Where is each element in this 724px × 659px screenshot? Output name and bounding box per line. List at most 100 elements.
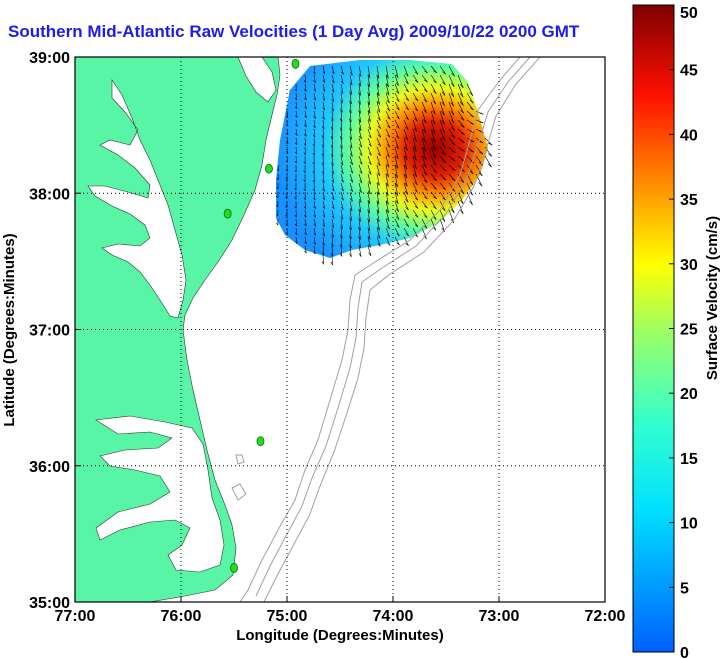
velocity-arrowhead bbox=[469, 91, 474, 96]
velocity-arrow bbox=[466, 173, 474, 186]
velocity-arrowhead bbox=[395, 145, 399, 149]
velocity-arrow bbox=[457, 101, 464, 114]
velocity-arrow bbox=[430, 119, 436, 134]
velocity-arrow bbox=[403, 92, 410, 101]
velocity-arrow bbox=[430, 83, 437, 94]
velocity-arrowhead bbox=[367, 73, 371, 78]
velocity-arrow bbox=[394, 200, 399, 212]
velocity-arrowhead bbox=[423, 109, 427, 113]
velocity-arrow bbox=[322, 128, 324, 139]
velocity-arrow bbox=[322, 164, 325, 175]
velocity-arrow bbox=[439, 119, 445, 133]
velocity-arrowhead bbox=[395, 82, 399, 87]
velocity-arrowhead bbox=[339, 244, 343, 248]
velocity-arrowhead bbox=[331, 179, 335, 183]
velocity-arrowhead bbox=[285, 178, 288, 181]
velocity-arrowhead bbox=[470, 114, 474, 118]
velocity-arrow bbox=[484, 155, 492, 168]
velocity-arrowhead bbox=[450, 119, 455, 124]
velocity-arrowhead bbox=[376, 181, 380, 186]
velocity-arrowhead bbox=[451, 198, 455, 203]
velocity-arrowhead bbox=[451, 150, 456, 153]
velocity-arrowhead bbox=[469, 107, 474, 111]
velocity-arrowhead bbox=[359, 180, 363, 184]
velocity-arrowhead bbox=[340, 235, 343, 239]
velocity-arrow bbox=[421, 83, 428, 93]
velocity-arrow bbox=[322, 200, 326, 209]
velocity-arrow bbox=[358, 92, 361, 105]
velocity-arrow bbox=[331, 218, 335, 228]
colorbar-ticks: 0 5 10 15 20 25 30 35 40 45 50 bbox=[669, 4, 698, 659]
velocity-arrow bbox=[349, 110, 352, 123]
velocity-arrow bbox=[340, 110, 343, 122]
velocity-arrow bbox=[331, 101, 334, 112]
velocity-arrowhead bbox=[303, 170, 306, 174]
velocity-arrowhead bbox=[423, 99, 428, 103]
velocity-arrow bbox=[385, 218, 390, 230]
velocity-arrowhead bbox=[313, 71, 316, 75]
velocity-arrow bbox=[376, 191, 380, 205]
velocity-arrowhead bbox=[423, 163, 427, 168]
velocity-arrow bbox=[385, 119, 391, 129]
velocity-arrowhead bbox=[331, 215, 335, 219]
velocity-arrow bbox=[394, 83, 400, 94]
velocity-arrow bbox=[340, 119, 343, 131]
velocity-arrowhead bbox=[433, 178, 437, 181]
velocity-arrow bbox=[385, 110, 391, 120]
velocity-arrowhead bbox=[321, 261, 324, 265]
velocity-arrow bbox=[394, 128, 400, 139]
velocity-arrowhead bbox=[442, 168, 447, 172]
velocity-arrowhead bbox=[321, 162, 324, 166]
velocity-arrow bbox=[439, 101, 445, 116]
velocity-arrow bbox=[385, 200, 389, 214]
velocity-arrow bbox=[322, 83, 326, 92]
velocity-arrowhead bbox=[405, 73, 409, 77]
radar-station-marker bbox=[230, 563, 238, 573]
velocity-arrow bbox=[376, 209, 380, 223]
velocity-arrowhead bbox=[304, 133, 307, 137]
x-tick-label: 76:00 bbox=[161, 608, 202, 625]
velocity-arrowhead bbox=[340, 216, 344, 220]
radar-station-marker bbox=[291, 58, 300, 69]
velocity-arrowhead bbox=[321, 135, 324, 139]
velocity-arrow bbox=[385, 173, 389, 187]
velocity-arrow bbox=[340, 200, 344, 210]
velocity-arrow bbox=[376, 65, 380, 79]
velocity-arrowhead bbox=[386, 83, 389, 88]
velocity-arrowhead bbox=[451, 72, 455, 77]
velocity-arrowhead bbox=[478, 182, 483, 187]
velocity-arrowhead bbox=[294, 187, 297, 191]
velocity-arrow bbox=[349, 74, 353, 85]
x-tick-label: 75:00 bbox=[267, 608, 308, 625]
velocity-arrow bbox=[376, 227, 381, 239]
velocity-arrow bbox=[430, 218, 437, 231]
velocity-arrowhead bbox=[330, 261, 333, 266]
velocity-arrow bbox=[331, 74, 335, 83]
velocity-arrowhead bbox=[276, 177, 279, 181]
velocity-arrow bbox=[412, 227, 419, 238]
colorbar-tick-label: 5 bbox=[680, 580, 689, 597]
velocity-arrowhead bbox=[313, 125, 316, 129]
velocity-arrow bbox=[412, 128, 417, 142]
velocity-arrowhead bbox=[414, 118, 418, 122]
velocity-arrowhead bbox=[396, 90, 400, 94]
velocity-arrow bbox=[466, 164, 474, 175]
x-tick-label: 77:00 bbox=[55, 608, 96, 625]
velocity-arrowhead bbox=[459, 209, 464, 215]
velocity-arrowhead bbox=[404, 136, 409, 141]
velocity-arrowhead bbox=[460, 109, 464, 114]
velocity-arrowhead bbox=[450, 209, 455, 214]
velocity-arrowhead bbox=[479, 141, 484, 144]
velocity-arrow bbox=[349, 101, 352, 114]
velocity-arrowhead bbox=[304, 124, 307, 128]
velocity-arrowhead bbox=[367, 235, 371, 240]
velocity-arrowhead bbox=[313, 116, 316, 119]
velocity-arrowhead bbox=[441, 111, 445, 116]
velocity-arrow bbox=[376, 110, 381, 121]
velocity-arrow bbox=[376, 236, 381, 247]
velocity-arrow bbox=[466, 101, 474, 111]
velocity-arrow bbox=[403, 173, 408, 187]
colorbar-tick-label: 10 bbox=[680, 516, 698, 533]
velocity-arrow bbox=[448, 137, 456, 146]
velocity-arrowhead bbox=[359, 152, 363, 156]
